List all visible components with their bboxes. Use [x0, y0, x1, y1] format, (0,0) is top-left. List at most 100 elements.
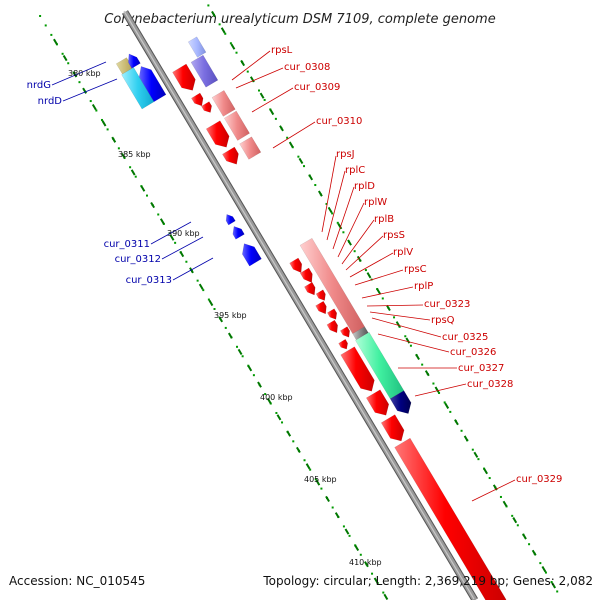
label-rpsJ: rpsJ	[336, 149, 355, 160]
guide-dot	[488, 477, 491, 480]
guide-dot	[314, 184, 317, 187]
label-rpsC: rpsC	[404, 264, 427, 275]
tick-dash	[366, 272, 372, 279]
tick-dash	[463, 435, 469, 442]
tick-dash	[53, 38, 58, 45]
gene-nrdG-small	[128, 53, 141, 69]
guide-dot	[309, 468, 312, 471]
guide-dot	[342, 231, 345, 234]
guide-dot	[336, 221, 339, 224]
guide-dot	[320, 487, 323, 490]
tick-dash	[305, 463, 311, 470]
tick-guides	[39, 4, 559, 600]
tick-dash	[512, 517, 518, 524]
guide-dot	[381, 297, 384, 300]
label-rplC: rplC	[345, 165, 365, 176]
tick-dash	[72, 71, 78, 78]
guide-dot	[325, 202, 328, 205]
guide-dot	[544, 571, 547, 574]
label-cur-0323: cur_0323	[424, 299, 470, 310]
tick-dash	[473, 451, 479, 458]
label-rplW: rplW	[364, 197, 387, 208]
guide-dot	[404, 335, 407, 338]
label-cur-0325: cur_0325	[442, 332, 488, 343]
tick-dash	[82, 87, 87, 94]
label-cur-0309: cur_0309	[294, 82, 340, 93]
tick-dash	[327, 206, 333, 214]
tick-label-380: 380 kbp	[68, 69, 101, 78]
guide-dot	[78, 81, 81, 84]
guide-dot	[364, 269, 367, 272]
guide-dot	[443, 401, 446, 404]
tick-dash	[386, 304, 391, 311]
tick-dash	[337, 223, 343, 230]
tick-dash	[257, 381, 262, 388]
guide-dot	[499, 495, 502, 498]
guide-dot	[196, 279, 199, 282]
guide-dot	[303, 459, 306, 462]
tick-label-405: 405 kbp	[304, 475, 337, 484]
tick-dash	[298, 157, 304, 165]
guide-dot	[235, 51, 238, 54]
guide-dot	[275, 411, 278, 414]
tick-labels: 380 kbp 385 kbp 390 kbp 395 kbp 400 kbp …	[68, 69, 382, 567]
tick-dash	[159, 218, 165, 225]
tick-dash	[454, 419, 459, 426]
guide-dot	[157, 213, 160, 216]
gene-cur-0308	[190, 54, 219, 88]
guide-dot	[314, 478, 317, 481]
label-cur-0310: cur_0310	[316, 116, 362, 127]
tick-dash	[286, 430, 292, 437]
gene-rpsL	[172, 63, 196, 91]
tick-dash	[531, 549, 537, 556]
gene-cur-0328	[389, 390, 412, 414]
label-cur-0327: cur_0327	[458, 363, 504, 374]
tick-dash	[444, 402, 450, 409]
guide-dot	[556, 590, 559, 593]
tick-dash	[269, 108, 275, 116]
guide-dot	[274, 117, 277, 120]
guide-dot	[421, 363, 424, 366]
guide-dot	[528, 543, 531, 546]
guide-dot	[511, 514, 514, 517]
genome-stats-text: Topology: circular; Length: 2,369,219 bp…	[262, 574, 593, 588]
tick-dash	[62, 55, 68, 62]
label-rpsL: rpsL	[271, 45, 293, 56]
guide-dot	[145, 194, 148, 197]
guide-dot	[331, 506, 334, 509]
guide-dot	[61, 52, 64, 55]
tick-dash	[415, 353, 420, 360]
gene-cur-0310	[222, 146, 239, 165]
tick-dash	[308, 174, 314, 181]
gene-cur-0311	[225, 214, 236, 226]
gene-rplV	[326, 319, 338, 334]
tick-dash	[220, 27, 226, 34]
gene-rpsS	[326, 308, 338, 320]
guide-dot	[246, 70, 249, 73]
gene-cur-0312	[232, 226, 245, 240]
tick-dash	[198, 283, 204, 290]
gene-cur-0309	[205, 120, 230, 148]
tick-dash	[364, 561, 369, 568]
gene-rpsJ	[289, 257, 303, 273]
guide-dot	[432, 382, 435, 385]
guide-dot	[218, 23, 221, 26]
gene-rplC	[299, 267, 313, 283]
guide-dot	[292, 440, 295, 443]
tick-label-385: 385 kbp	[118, 150, 151, 159]
gene-rpsL-upper	[187, 36, 207, 58]
tick-dash	[121, 152, 126, 160]
genome-backbone	[121, 10, 479, 600]
tick-dash	[247, 365, 253, 372]
guide-dot	[264, 393, 267, 396]
tick-dash	[230, 43, 236, 50]
tick-dash	[334, 512, 340, 519]
guide-dot	[550, 581, 553, 584]
label-cur-0313: cur_0313	[126, 275, 172, 286]
tick-dash	[279, 125, 284, 132]
tick-dash	[130, 169, 136, 176]
guide-dot	[106, 128, 109, 131]
guide-dot	[213, 308, 216, 311]
tick-dash	[179, 250, 185, 258]
tick-dash	[237, 348, 243, 356]
